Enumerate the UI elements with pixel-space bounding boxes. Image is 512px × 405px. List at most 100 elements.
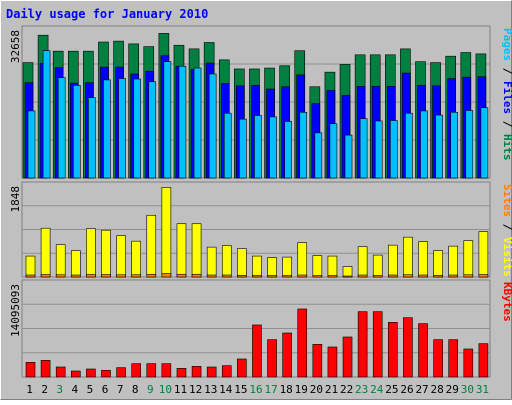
panel-visits: 1848 Sites / Visits bbox=[9, 181, 512, 278]
bar-visits-16 bbox=[252, 255, 262, 278]
x-tick-label-3: 3 bbox=[56, 383, 63, 396]
bar-kbytes-19 bbox=[297, 308, 308, 378]
bar-visits-30 bbox=[463, 240, 474, 278]
bar-visits-21 bbox=[327, 255, 338, 278]
bar-sites-10 bbox=[161, 273, 172, 278]
bar-sites-12 bbox=[191, 273, 202, 278]
bar-pages-8 bbox=[133, 78, 141, 179]
bar-kbytes-18 bbox=[282, 332, 292, 378]
chart-title: Daily usage for January 2010 bbox=[6, 7, 208, 21]
bar-pages-24 bbox=[374, 120, 383, 179]
bar-sites-13 bbox=[206, 274, 217, 278]
legend-entry: Sites bbox=[501, 184, 512, 217]
legend-entry: Hits bbox=[501, 134, 512, 161]
bar-visits-7 bbox=[116, 235, 126, 278]
bar-sites-3 bbox=[55, 274, 66, 278]
bar-visits-12 bbox=[191, 223, 202, 278]
bar-pages-12 bbox=[193, 67, 202, 179]
bar-visits-31 bbox=[478, 231, 489, 278]
x-tick-label-18: 18 bbox=[280, 383, 293, 396]
x-tick-label-7: 7 bbox=[117, 383, 124, 396]
bar-sites-24 bbox=[372, 275, 383, 278]
legend-entry: Files bbox=[501, 81, 512, 114]
bar-pages-30 bbox=[465, 110, 474, 179]
legend-entry: / bbox=[501, 114, 512, 134]
bar-sites-23 bbox=[357, 274, 368, 278]
bar-pages-20 bbox=[314, 132, 323, 179]
bar-kbytes-11 bbox=[176, 368, 187, 378]
bar-pages-31 bbox=[480, 107, 489, 179]
bar-kbytes-2 bbox=[40, 360, 51, 378]
legend-kbytes: KBytes bbox=[501, 282, 512, 322]
bar-kbytes-16 bbox=[252, 324, 262, 378]
bar-kbytes-24 bbox=[372, 311, 383, 378]
bar-visits-28 bbox=[433, 250, 443, 278]
bar-pages-19 bbox=[299, 112, 308, 179]
x-tick-label-24: 24 bbox=[370, 383, 384, 396]
legend-entry: Pages bbox=[501, 28, 512, 61]
bar-visits-14 bbox=[221, 245, 232, 278]
x-tick-label-16: 16 bbox=[249, 383, 262, 396]
bar-pages-21 bbox=[329, 123, 338, 179]
bar-pages-4 bbox=[72, 85, 81, 179]
bar-sites-15 bbox=[237, 274, 247, 278]
bar-visits-1 bbox=[25, 255, 36, 278]
bar-visits-27 bbox=[418, 241, 428, 278]
bar-kbytes-15 bbox=[237, 358, 247, 378]
bar-sites-22 bbox=[342, 275, 353, 278]
bar-sites-5 bbox=[86, 274, 96, 278]
legend-visits: Sites / Visits bbox=[501, 184, 512, 277]
bar-pages-29 bbox=[450, 112, 459, 179]
bar-sites-30 bbox=[463, 274, 474, 278]
bar-visits-18 bbox=[282, 256, 292, 278]
bar-pages-23 bbox=[359, 118, 368, 179]
bar-sites-17 bbox=[267, 275, 277, 278]
bar-sites-31 bbox=[478, 274, 489, 278]
bar-visits-2 bbox=[40, 227, 51, 278]
x-tick-label-20: 20 bbox=[310, 383, 323, 396]
bar-kbytes-8 bbox=[131, 363, 141, 378]
x-tick-label-5: 5 bbox=[87, 383, 94, 396]
x-tick-label-22: 22 bbox=[340, 383, 353, 396]
x-tick-label-12: 12 bbox=[189, 383, 202, 396]
x-tick-label-13: 13 bbox=[204, 383, 217, 396]
x-tick-label-25: 25 bbox=[385, 383, 398, 396]
bar-visits-26 bbox=[403, 236, 413, 278]
bar-pages-27 bbox=[420, 110, 428, 179]
bar-visits-19 bbox=[297, 242, 308, 278]
bar-kbytes-25 bbox=[388, 322, 398, 378]
bar-visits-6 bbox=[101, 229, 111, 278]
bar-sites-27 bbox=[418, 274, 428, 278]
bar-kbytes-7 bbox=[116, 367, 126, 378]
bar-sites-9 bbox=[146, 273, 157, 278]
bar-pages-26 bbox=[405, 112, 413, 179]
legend-entry: / bbox=[501, 61, 512, 81]
bar-kbytes-6 bbox=[101, 370, 111, 378]
bar-visits-25 bbox=[388, 244, 398, 278]
bar-pages-1 bbox=[27, 110, 36, 179]
bar-kbytes-4 bbox=[70, 370, 81, 378]
bar-kbytes-23 bbox=[357, 311, 368, 378]
bar-pages-17 bbox=[269, 116, 277, 179]
bar-kbytes-12 bbox=[191, 366, 202, 378]
legend-entry: KBytes bbox=[501, 282, 512, 322]
x-tick-label-2: 2 bbox=[41, 383, 48, 396]
max-label-kbytes: 14095093 bbox=[9, 284, 22, 337]
bar-pages-5 bbox=[88, 97, 96, 179]
bar-visits-24 bbox=[372, 254, 383, 278]
bar-pages-9 bbox=[148, 81, 157, 179]
bar-kbytes-30 bbox=[463, 348, 474, 378]
bar-visits-22 bbox=[342, 266, 353, 278]
legend-entry: / bbox=[501, 217, 512, 237]
bar-visits-17 bbox=[267, 257, 277, 278]
bar-kbytes-26 bbox=[403, 317, 413, 378]
bar-visits-11 bbox=[176, 223, 187, 278]
bar-pages-2 bbox=[42, 50, 51, 179]
bar-kbytes-27 bbox=[418, 323, 428, 378]
bar-kbytes-22 bbox=[342, 336, 353, 378]
x-tick-label-27: 27 bbox=[415, 383, 428, 396]
panel-hits: 32658 Pages / Files / Hits bbox=[9, 25, 512, 179]
legend-hits: Pages / Files / Hits bbox=[501, 28, 512, 161]
bar-kbytes-17 bbox=[267, 339, 277, 378]
bar-sites-29 bbox=[448, 274, 459, 278]
